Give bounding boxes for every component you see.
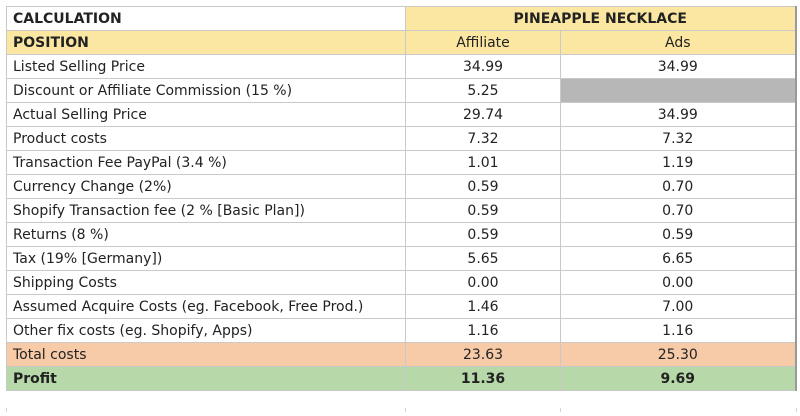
header-row-calculation: CALCULATION PINEAPPLE NECKLACE: [6, 6, 797, 31]
ads-value-cell[interactable]: 1.19: [560, 150, 797, 175]
profit-ads-cell[interactable]: 9.69: [560, 366, 797, 391]
ads-value-cell[interactable]: 34.99: [560, 102, 797, 127]
affiliate-value-cell[interactable]: 1.01: [405, 150, 561, 175]
affiliate-value-cell[interactable]: 0.59: [405, 198, 561, 223]
table-row: Other fix costs (eg. Shopify, Apps) 1.16…: [6, 318, 797, 343]
profit-label-cell[interactable]: Profit: [6, 366, 406, 391]
header-row-position: POSITION Affiliate Ads: [6, 30, 797, 55]
gridline: [405, 408, 406, 412]
calculation-label-cell[interactable]: CALCULATION: [6, 6, 406, 31]
affiliate-value-cell[interactable]: 7.32: [405, 126, 561, 151]
table-row: Currency Change (2%) 0.59 0.70: [6, 174, 797, 199]
total-costs-label-cell[interactable]: Total costs: [6, 342, 406, 367]
row-label-cell[interactable]: Tax (19% [Germany]): [6, 246, 406, 271]
ads-value-cell[interactable]: 0.70: [560, 198, 797, 223]
row-label-cell[interactable]: Shipping Costs: [6, 270, 406, 295]
profit-row: Profit 11.36 9.69: [6, 366, 797, 391]
affiliate-value-cell[interactable]: 0.59: [405, 174, 561, 199]
row-label-cell[interactable]: Returns (8 %): [6, 222, 406, 247]
affiliate-value-cell[interactable]: 1.46: [405, 294, 561, 319]
ads-value-cell[interactable]: 0.00: [560, 270, 797, 295]
row-label-cell[interactable]: Transaction Fee PayPal (3.4 %): [6, 150, 406, 175]
affiliate-value-cell[interactable]: 0.59: [405, 222, 561, 247]
ads-value-cell[interactable]: 1.16: [560, 318, 797, 343]
row-label-cell[interactable]: Assumed Acquire Costs (eg. Facebook, Fre…: [6, 294, 406, 319]
calculation-table: CALCULATION PINEAPPLE NECKLACE POSITION …: [6, 6, 797, 391]
row-label-cell[interactable]: Listed Selling Price: [6, 54, 406, 79]
row-label-cell[interactable]: Currency Change (2%): [6, 174, 406, 199]
total-costs-affiliate-cell[interactable]: 23.63: [405, 342, 561, 367]
table-row: Product costs 7.32 7.32: [6, 126, 797, 151]
table-row: Assumed Acquire Costs (eg. Facebook, Fre…: [6, 294, 797, 319]
row-label-cell[interactable]: Actual Selling Price: [6, 102, 406, 127]
ads-value-cell[interactable]: 7.00: [560, 294, 797, 319]
table-row: Listed Selling Price 34.99 34.99: [6, 54, 797, 79]
table-row: Transaction Fee PayPal (3.4 %) 1.01 1.19: [6, 150, 797, 175]
total-costs-row: Total costs 23.63 25.30: [6, 342, 797, 367]
product-title-cell[interactable]: PINEAPPLE NECKLACE: [405, 6, 797, 31]
table-row: Discount or Affiliate Commission (15 %) …: [6, 78, 797, 103]
affiliate-column-header[interactable]: Affiliate: [405, 30, 561, 55]
position-label-cell[interactable]: POSITION: [6, 30, 406, 55]
ads-value-cell[interactable]: 7.32: [560, 126, 797, 151]
row-label-cell[interactable]: Discount or Affiliate Commission (15 %): [6, 78, 406, 103]
ads-column-header[interactable]: Ads: [560, 30, 797, 55]
ads-value-cell-blank[interactable]: [560, 78, 797, 103]
table-row: Actual Selling Price 29.74 34.99: [6, 102, 797, 127]
table-row: Shopify Transaction fee (2 % [Basic Plan…: [6, 198, 797, 223]
table-row: Returns (8 %) 0.59 0.59: [6, 222, 797, 247]
affiliate-value-cell[interactable]: 5.65: [405, 246, 561, 271]
row-label-cell[interactable]: Shopify Transaction fee (2 % [Basic Plan…: [6, 198, 406, 223]
row-label-cell[interactable]: Other fix costs (eg. Shopify, Apps): [6, 318, 406, 343]
affiliate-value-cell[interactable]: 34.99: [405, 54, 561, 79]
total-costs-ads-cell[interactable]: 25.30: [560, 342, 797, 367]
ads-value-cell[interactable]: 6.65: [560, 246, 797, 271]
affiliate-value-cell[interactable]: 1.16: [405, 318, 561, 343]
profit-affiliate-cell[interactable]: 11.36: [405, 366, 561, 391]
ads-value-cell[interactable]: 0.59: [560, 222, 797, 247]
ads-value-cell[interactable]: 0.70: [560, 174, 797, 199]
affiliate-value-cell[interactable]: 0.00: [405, 270, 561, 295]
affiliate-value-cell[interactable]: 5.25: [405, 78, 561, 103]
affiliate-value-cell[interactable]: 29.74: [405, 102, 561, 127]
table-row: Tax (19% [Germany]) 5.65 6.65: [6, 246, 797, 271]
row-label-cell[interactable]: Product costs: [6, 126, 406, 151]
gridline: [560, 408, 561, 412]
ads-value-cell[interactable]: 34.99: [560, 54, 797, 79]
next-empty-row-edge: [6, 408, 797, 412]
table-row: Shipping Costs 0.00 0.00: [6, 270, 797, 295]
